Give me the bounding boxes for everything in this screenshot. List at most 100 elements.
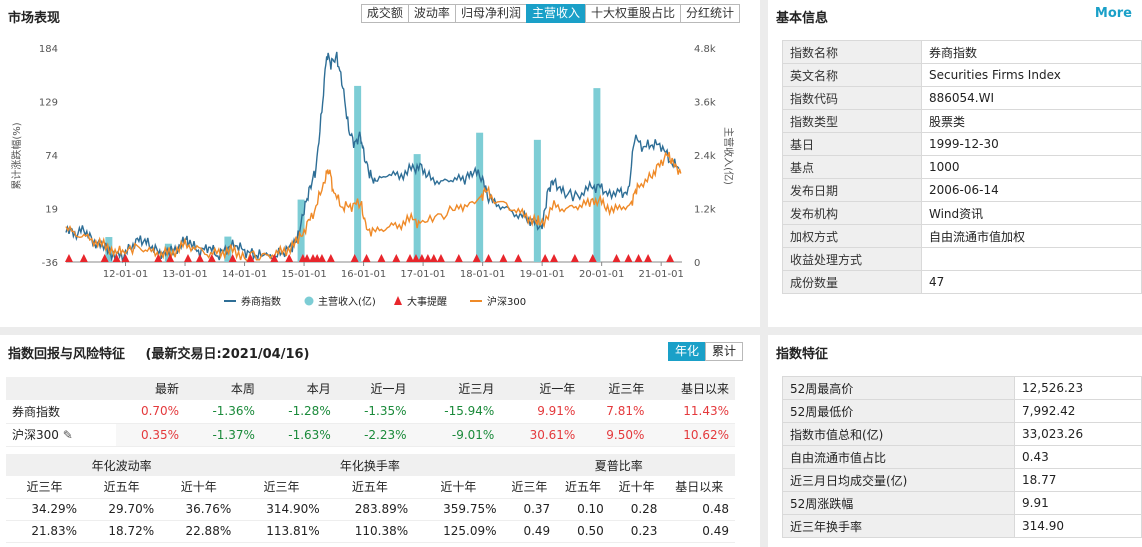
info-value: 自由流通市值加权	[921, 224, 1142, 248]
returns-cell: 9.91%	[500, 400, 582, 424]
risk-cell: 125.09%	[414, 520, 503, 543]
event-marker[interactable]	[377, 254, 386, 262]
returns-header-row: 最新 本周 本月 近一月 近三月 近一年 近三年 基日以来	[6, 377, 735, 400]
market-chart[interactable]: 累计涨跌幅(%) 主营收入(亿) 券商指数 主营收入(亿) 大事提醒 沪深300…	[0, 0, 760, 327]
info-value	[921, 247, 1142, 271]
event-marker[interactable]	[207, 254, 216, 262]
risk-header: 近五年	[325, 476, 415, 499]
event-marker[interactable]	[612, 254, 621, 262]
tab-volatility[interactable]: 波动率	[407, 4, 456, 23]
y2-tick-label: 0	[694, 258, 700, 269]
event-marker[interactable]	[154, 254, 163, 262]
event-marker[interactable]	[79, 254, 88, 262]
x-tick-label: 16-01-01	[341, 269, 386, 280]
info-value: Wind资讯	[921, 201, 1142, 225]
event-marker[interactable]	[228, 254, 237, 262]
event-marker[interactable]	[541, 254, 550, 262]
event-marker[interactable]	[64, 254, 73, 262]
event-marker[interactable]	[417, 254, 426, 262]
event-marker[interactable]	[166, 254, 175, 262]
revenue-bar[interactable]	[354, 85, 362, 262]
event-marker[interactable]	[195, 254, 204, 262]
y-axis-label: 累计涨跌幅(%)	[10, 122, 23, 189]
returns-row-name: 沪深300 ✎	[6, 423, 116, 447]
legend-event-swatch	[394, 296, 402, 305]
revenue-bar[interactable]	[413, 154, 421, 262]
event-marker[interactable]	[100, 254, 109, 262]
revenue-bar[interactable]	[533, 139, 541, 262]
event-marker[interactable]	[666, 254, 675, 262]
feature-value: 7,992.42	[1014, 399, 1142, 423]
info-key: 指数类型	[782, 109, 922, 133]
event-marker[interactable]	[392, 254, 401, 262]
risk-cell: 314.90%	[237, 498, 326, 521]
event-marker[interactable]	[317, 254, 326, 262]
returns-cell: 7.81%	[581, 400, 651, 424]
basic-info-title: 基本信息	[776, 11, 829, 26]
returns-cell: -15.94%	[412, 400, 501, 424]
y-tick-label: 184	[39, 44, 58, 55]
toggle-cumulative[interactable]: 累计	[705, 342, 744, 361]
event-marker[interactable]	[634, 254, 643, 262]
event-marker[interactable]	[472, 254, 481, 262]
event-marker[interactable]	[270, 254, 279, 262]
y2-axis-label: 主营收入(亿)	[722, 127, 735, 185]
event-marker[interactable]	[285, 254, 294, 262]
risk-row: 34.29% 29.70% 36.76% 314.90% 283.89% 359.75% 0…	[6, 498, 735, 521]
event-marker[interactable]	[121, 254, 130, 262]
x-tick-label: 12-01-01	[103, 269, 148, 280]
event-marker[interactable]	[411, 254, 420, 262]
event-marker[interactable]	[423, 254, 432, 262]
event-marker[interactable]	[499, 254, 508, 262]
tab-top10-weight[interactable]: 十大权重股占比	[584, 4, 681, 23]
event-marker[interactable]	[362, 254, 371, 262]
event-marker[interactable]	[326, 254, 335, 262]
legend-index-label: 券商指数	[241, 295, 281, 308]
legend-hs300-label: 沪深300	[487, 295, 526, 308]
info-row: 指数名称 券商指数	[782, 40, 1142, 64]
info-key: 指数代码	[782, 86, 922, 110]
event-marker[interactable]	[550, 254, 559, 262]
tab-dividend[interactable]: 分红统计	[679, 4, 740, 23]
risk-group-header: 年化波动率	[6, 454, 238, 476]
revenue-bar[interactable]	[593, 88, 601, 262]
edit-pencil-icon[interactable]: ✎	[58, 428, 73, 442]
event-marker[interactable]	[624, 254, 633, 262]
event-marker[interactable]	[246, 254, 255, 262]
y2-tick-label: 1.2k	[694, 205, 716, 216]
hs300-line[interactable]	[65, 151, 682, 263]
event-marker[interactable]	[514, 254, 523, 262]
feature-value: 0.43	[1014, 445, 1142, 469]
risk-header: 近三年	[237, 476, 326, 499]
event-marker[interactable]	[454, 254, 463, 262]
event-marker[interactable]	[112, 254, 121, 262]
risk-cell: 110.38%	[325, 520, 415, 543]
toggle-annualized[interactable]: 年化	[668, 342, 707, 361]
tab-turnover[interactable]: 成交额	[360, 4, 409, 23]
risk-cell: 36.76%	[160, 498, 238, 521]
returns-cell: 0.70%	[116, 400, 186, 424]
event-marker[interactable]	[184, 254, 193, 262]
index-line[interactable]	[65, 51, 680, 264]
event-marker[interactable]	[484, 254, 493, 262]
event-marker[interactable]	[429, 254, 438, 262]
feature-key: 52周最高价	[782, 376, 1015, 400]
tab-net-profit[interactable]: 归母净利润	[454, 4, 527, 23]
event-marker[interactable]	[406, 254, 415, 262]
event-marker[interactable]	[350, 254, 359, 262]
returns-header: 近一年	[500, 377, 582, 400]
event-marker[interactable]	[588, 254, 597, 262]
y-tick-label: 19	[45, 205, 58, 216]
returns-cell: -1.35%	[336, 400, 413, 424]
event-marker[interactable]	[570, 254, 579, 262]
event-marker[interactable]	[436, 254, 445, 262]
tab-revenue[interactable]: 主营收入	[525, 4, 586, 23]
feature-row: 52周最低价 7,992.42	[782, 399, 1142, 423]
legend-revenue-label: 主营收入(亿)	[318, 295, 376, 308]
feature-value: 12,526.23	[1014, 376, 1142, 400]
event-marker[interactable]	[644, 254, 653, 262]
revenue-bar[interactable]	[297, 199, 305, 262]
more-link[interactable]: More	[1094, 6, 1132, 21]
info-value: 券商指数	[921, 40, 1142, 64]
event-marker[interactable]	[303, 254, 312, 262]
